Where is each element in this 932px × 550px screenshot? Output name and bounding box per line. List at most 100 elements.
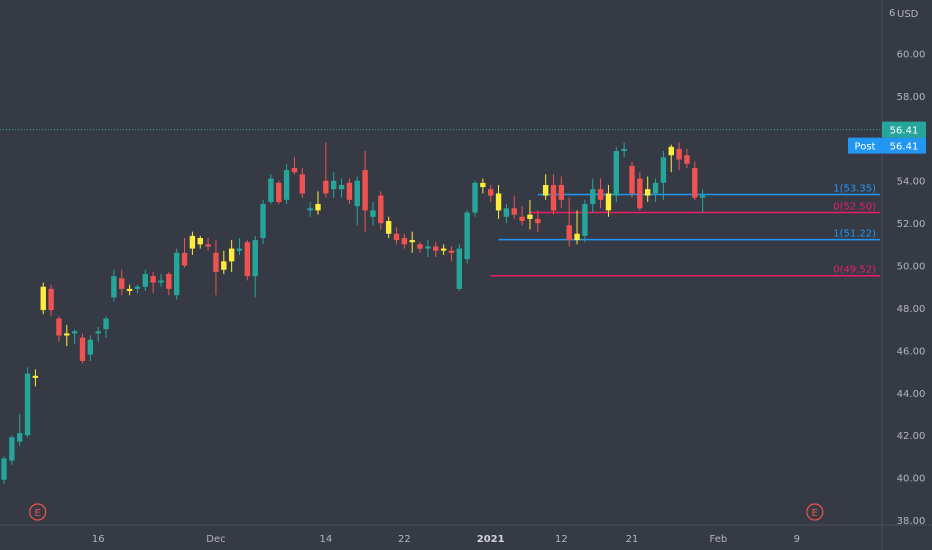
candle-body [550, 184, 557, 211]
last-price-value: 56.41 [890, 126, 919, 137]
candle-body [315, 204, 321, 211]
candle-body [503, 208, 510, 217]
candle-body [189, 235, 196, 249]
candle-body [409, 240, 415, 243]
candle-body [566, 225, 572, 241]
candle-body [1, 458, 7, 480]
candle-body [495, 193, 502, 211]
candle-body [338, 184, 345, 190]
candle-body [119, 278, 125, 289]
candle-body [535, 218, 541, 224]
candle-body [205, 244, 211, 247]
candle-body [637, 178, 643, 209]
y-tick-label: 48.00 [897, 304, 926, 315]
candle-body [558, 184, 565, 200]
candle-body [9, 437, 15, 461]
y-tick-label: 44.00 [897, 389, 926, 400]
candle-body [307, 208, 313, 211]
x-tick-label: Feb [709, 534, 727, 545]
candle-body [519, 216, 525, 222]
candle-body [71, 331, 78, 334]
candle-body [668, 146, 674, 156]
candle-body [174, 252, 180, 296]
candle-body [480, 182, 486, 188]
candle-body [228, 248, 235, 262]
last-price-badge [882, 121, 926, 138]
candle-body [40, 286, 46, 311]
candle-body [17, 433, 23, 442]
candle-body [79, 337, 86, 361]
candle-body [87, 339, 94, 355]
candle-body [323, 180, 329, 194]
candle-body [629, 165, 635, 194]
post-tag-label: Post [855, 142, 876, 153]
candle-body [354, 180, 360, 207]
candle-body [660, 157, 667, 183]
currency-label: USD [897, 9, 919, 20]
candle-body [260, 204, 266, 238]
y-tick-label: 6 [889, 8, 895, 19]
candle-body [684, 155, 690, 164]
candle-body [456, 248, 462, 289]
candle-body [181, 252, 188, 266]
candle-body [126, 288, 133, 291]
candle-body [24, 373, 31, 436]
y-tick-label: 50.00 [897, 262, 926, 273]
candle-body [95, 331, 101, 334]
candle-body [645, 189, 651, 196]
candle-body [590, 189, 596, 205]
x-tick-label: 12 [555, 534, 568, 545]
x-tick-label: 14 [319, 534, 332, 545]
y-tick-label: 46.00 [897, 346, 926, 357]
candle-body [48, 288, 54, 311]
level-label: 0(52.50) [833, 202, 876, 213]
candle-body [676, 148, 682, 160]
candle-body [699, 195, 706, 198]
candle-body [488, 189, 494, 196]
candle-body [346, 182, 353, 200]
x-tick-label: 21 [626, 534, 639, 545]
level-label: 1(51.22) [833, 229, 876, 240]
y-tick-label: 52.00 [897, 219, 926, 230]
candle-body [103, 318, 109, 330]
level-label: 1(53.35) [833, 184, 876, 195]
candle-body [111, 276, 117, 298]
candle-body [166, 274, 172, 289]
x-tick-label: Dec [206, 534, 225, 545]
post-price-badge [882, 137, 926, 154]
candle-body [464, 212, 470, 260]
earnings-marker [806, 503, 824, 521]
candle-body [283, 170, 290, 200]
candle-body [527, 214, 533, 219]
x-tick-label: 2021 [477, 534, 505, 545]
candle-body [542, 184, 549, 196]
candle-body [401, 237, 408, 245]
candle-body [613, 151, 619, 196]
candle-body [433, 246, 439, 251]
candle-body [417, 244, 423, 249]
candle-body [252, 240, 258, 277]
y-tick-label: 60.00 [897, 50, 926, 61]
candle-body [331, 180, 337, 190]
candle-body [385, 221, 392, 234]
candle-body [244, 242, 251, 277]
candle-body [134, 286, 141, 289]
candle-body [236, 248, 243, 251]
y-tick-label: 58.00 [897, 92, 926, 103]
candle-body [150, 276, 156, 283]
candle-body [268, 178, 274, 202]
candle-body [276, 182, 282, 202]
candle-body [440, 248, 447, 251]
candle-body [362, 170, 368, 211]
candle-body [158, 280, 164, 283]
post-tag [848, 137, 882, 154]
candle-body [511, 208, 517, 215]
candle-body [574, 233, 580, 241]
x-tick-label: 9 [794, 534, 800, 545]
earnings-marker-label: E [812, 508, 818, 519]
candle-body [213, 252, 219, 272]
post-price-value: 56.41 [890, 142, 919, 153]
candle-body [291, 168, 298, 173]
